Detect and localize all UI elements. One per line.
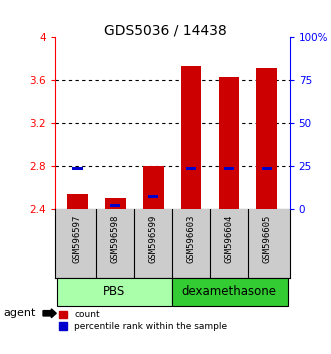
Bar	[57, 278, 172, 306]
Text: GSM596605: GSM596605	[262, 215, 271, 263]
Text: GDS5036 / 14438: GDS5036 / 14438	[104, 23, 227, 37]
Bar	[262, 167, 272, 170]
Bar	[143, 166, 164, 209]
Text: GSM596597: GSM596597	[73, 215, 82, 263]
Text: GSM596603: GSM596603	[187, 215, 196, 263]
Bar	[72, 167, 82, 170]
Bar	[181, 66, 202, 209]
Bar	[257, 68, 277, 209]
Bar	[186, 167, 196, 170]
Bar	[224, 167, 234, 170]
Legend: count, percentile rank within the sample: count, percentile rank within the sample	[59, 310, 228, 331]
Text: dexamethasone: dexamethasone	[181, 285, 276, 298]
Text: agent: agent	[3, 308, 36, 318]
Bar	[110, 204, 120, 207]
Bar	[218, 77, 239, 209]
Text: GSM596604: GSM596604	[224, 215, 233, 263]
Text: GSM596598: GSM596598	[111, 215, 120, 263]
Bar	[172, 278, 288, 306]
Bar	[148, 194, 158, 198]
Bar	[67, 194, 88, 209]
Text: PBS: PBS	[103, 285, 125, 298]
Text: GSM596599: GSM596599	[149, 215, 158, 263]
Bar	[105, 198, 126, 209]
